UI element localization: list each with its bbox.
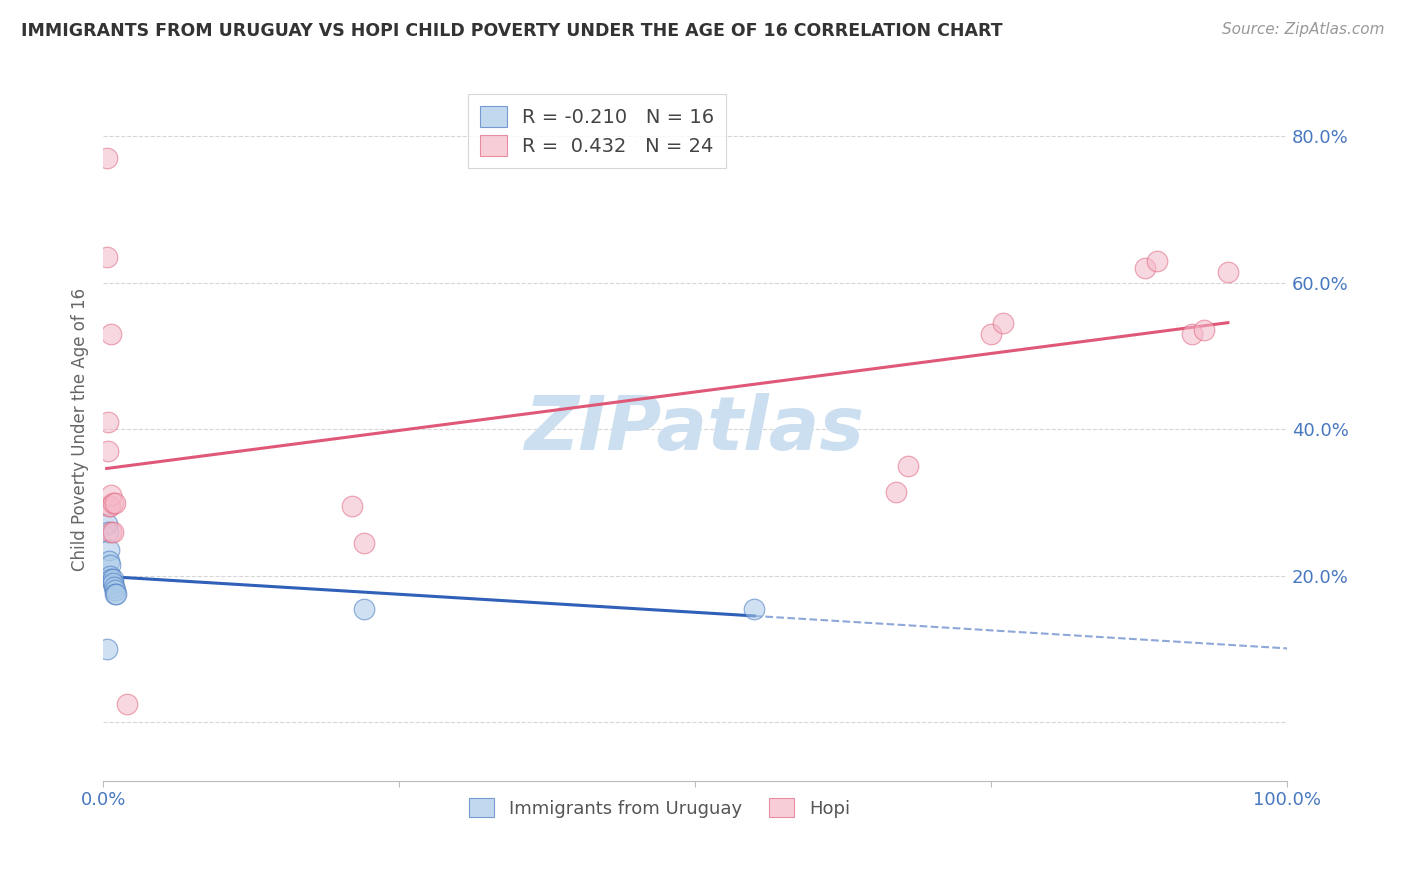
- Y-axis label: Child Poverty Under the Age of 16: Child Poverty Under the Age of 16: [72, 287, 89, 571]
- Point: [991, 316, 1014, 330]
- Text: ZIPatlas: ZIPatlas: [524, 392, 865, 466]
- Point: [104, 587, 127, 601]
- Point: [100, 488, 122, 502]
- Point: [101, 495, 124, 509]
- Point: [1192, 323, 1215, 337]
- Point: [104, 495, 127, 509]
- Point: [105, 587, 128, 601]
- Point: [98, 558, 121, 572]
- Point: [96, 151, 118, 165]
- Point: [103, 580, 125, 594]
- Point: [101, 576, 124, 591]
- Point: [100, 326, 122, 341]
- Point: [353, 536, 375, 550]
- Point: [96, 517, 118, 532]
- Point: [886, 484, 908, 499]
- Point: [1216, 265, 1239, 279]
- Point: [1146, 253, 1168, 268]
- Point: [98, 554, 121, 568]
- Point: [100, 573, 122, 587]
- Point: [98, 499, 121, 513]
- Text: Source: ZipAtlas.com: Source: ZipAtlas.com: [1222, 22, 1385, 37]
- Point: [101, 573, 124, 587]
- Point: [340, 499, 363, 513]
- Point: [897, 458, 920, 473]
- Point: [1181, 326, 1204, 341]
- Point: [97, 524, 120, 539]
- Point: [100, 524, 122, 539]
- Point: [98, 499, 121, 513]
- Point: [96, 250, 118, 264]
- Point: [97, 415, 120, 429]
- Point: [98, 543, 121, 558]
- Point: [104, 583, 127, 598]
- Point: [97, 444, 120, 458]
- Legend: Immigrants from Uruguay, Hopi: Immigrants from Uruguay, Hopi: [463, 791, 858, 825]
- Point: [980, 326, 1002, 341]
- Point: [115, 697, 138, 711]
- Point: [353, 601, 375, 615]
- Text: IMMIGRANTS FROM URUGUAY VS HOPI CHILD POVERTY UNDER THE AGE OF 16 CORRELATION CH: IMMIGRANTS FROM URUGUAY VS HOPI CHILD PO…: [21, 22, 1002, 40]
- Point: [1133, 260, 1156, 275]
- Point: [98, 569, 121, 583]
- Point: [101, 524, 124, 539]
- Point: [96, 642, 118, 657]
- Point: [742, 601, 765, 615]
